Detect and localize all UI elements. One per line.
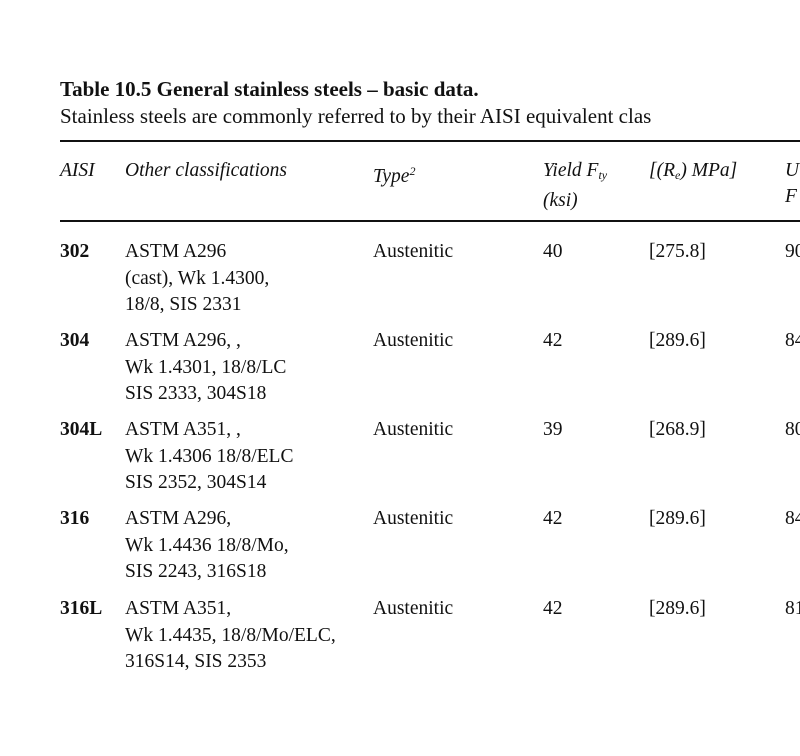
row-label: 304L (60, 419, 103, 440)
table-cell: Austenitic (373, 330, 454, 351)
cell-line: ASTM A351, (125, 598, 232, 619)
header-subscript: ty (598, 168, 608, 182)
header-text: Other classifications (125, 160, 287, 181)
column-header: Other classifications (125, 158, 287, 184)
table-cell: ASTM A296 (cast), Wk 1.4300, 18/8, SIS 233… (125, 239, 269, 319)
table-cell: 39 (543, 419, 563, 440)
row-label: 302 (60, 241, 90, 262)
table-cell: 84 (785, 508, 800, 529)
cell-line: 18/8, SIS 2331 (125, 294, 242, 315)
cell-line: ASTM A351, , (125, 419, 241, 440)
row-label: 304 (60, 330, 90, 351)
header-subscript: e (675, 168, 681, 182)
table-cell: 80 (785, 419, 800, 440)
table-subtitle: Stainless steels are commonly referred t… (60, 104, 652, 128)
header-text: (ksi) (543, 190, 578, 211)
table-cell: 42 (543, 508, 563, 529)
cell-line: Wk 1.4435, 18/8/Mo/ELC, (125, 624, 336, 646)
table-cell: 42 (543, 598, 563, 619)
cell-line: SIS 2243, 316S18 (125, 561, 267, 582)
row-label: 316 (60, 508, 90, 529)
cell-line: ASTM A296 (125, 241, 227, 262)
header-text: [(R (649, 160, 675, 181)
column-header: Yield Fty (ksi) (543, 158, 607, 214)
table-cell: Austenitic (373, 598, 454, 619)
cell-line: Wk 1.4436 18/8/Mo, (125, 534, 289, 556)
table-cell: 42 (543, 330, 563, 351)
table-cell: 84 (785, 330, 800, 351)
cell-line: SIS 2333, 304S18 (125, 383, 267, 404)
table-cell: ASTM A351, , Wk 1.4306 18/8/ELC SIS 2352, … (125, 417, 293, 497)
table-cell: [289.6] (649, 508, 706, 529)
header-text: ) MPa] (680, 160, 738, 181)
cell-line: 316S14, SIS 2353 (125, 651, 267, 672)
table-cell: Austenitic (373, 419, 454, 440)
table-cell: ASTM A351, Wk 1.4435, 18/8/Mo/ELC, 316S14,… (125, 596, 336, 676)
table-cell: Austenitic (373, 508, 454, 529)
column-header: AISI (60, 158, 95, 184)
table-cell: Austenitic (373, 241, 454, 262)
table-cell: [275.8] (649, 241, 706, 262)
cell-line: (cast), Wk 1.4300, (125, 267, 270, 289)
table-cell: 90 (785, 241, 800, 262)
table-title: Table 10.5 General stainless steels – ba… (60, 77, 479, 101)
header-text: AISI (60, 160, 95, 181)
table-cell: [268.9] (649, 419, 706, 440)
table-cell: ASTM A296, Wk 1.4436 18/8/Mo, SIS 2243, 31… (125, 506, 289, 586)
rule (60, 220, 800, 222)
header-text: Type (373, 166, 410, 187)
header-superscript: 2 (409, 164, 416, 178)
table-cell: [289.6] (649, 598, 706, 619)
cell-line: Wk 1.4306 18/8/ELC (125, 445, 294, 467)
header-text: F (785, 186, 797, 207)
header-text: U (785, 160, 800, 181)
cell-line: Wk 1.4301, 18/8/LC (125, 356, 287, 378)
table-cell: [289.6] (649, 330, 706, 351)
table-cell: 40 (543, 241, 563, 262)
header-text: Yield F (543, 160, 599, 181)
row-label: 316L (60, 598, 103, 619)
cell-line: SIS 2352, 304S14 (125, 472, 267, 493)
rule (60, 140, 800, 142)
table-cell: 81 (785, 598, 800, 619)
cell-line: ASTM A296, (125, 508, 232, 529)
cell-line: ASTM A296, , (125, 330, 241, 351)
column-header: Type2 (373, 158, 415, 190)
table-cell: ASTM A296, , Wk 1.4301, 18/8/LC SIS 2333, … (125, 328, 286, 408)
column-header: [(Re) MPa] (649, 158, 737, 188)
